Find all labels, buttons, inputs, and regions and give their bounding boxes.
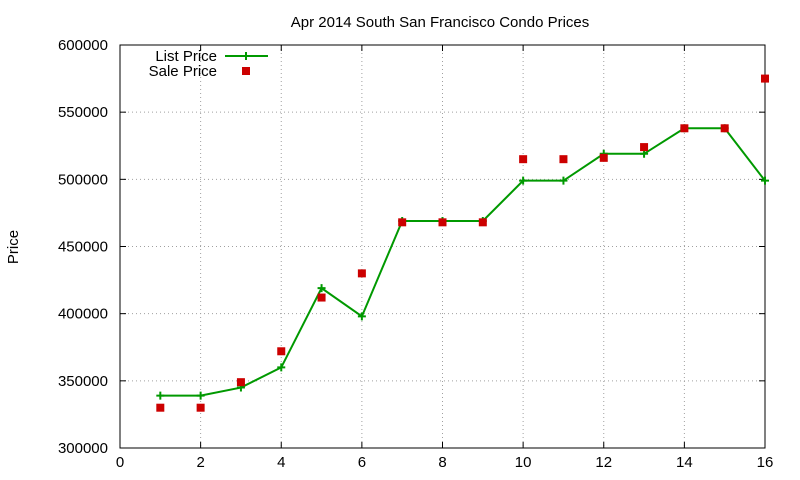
sale-price-point <box>277 347 286 356</box>
legend-label-sale-price: Sale Price <box>149 63 217 80</box>
grid <box>120 45 765 448</box>
sale-price-point <box>156 403 165 412</box>
list-price-line <box>160 127 766 397</box>
y-tick-label: 450000 <box>58 239 108 256</box>
series <box>156 74 769 412</box>
sale-price-point <box>519 155 528 164</box>
list-price-point <box>357 312 366 321</box>
y-axis-label: Price <box>5 230 22 264</box>
y-tick-label: 300000 <box>58 440 108 457</box>
x-tick-label: 8 <box>438 454 446 471</box>
list-price-point <box>277 363 286 372</box>
sale-price-point <box>317 293 326 302</box>
list-price-point <box>519 176 528 185</box>
chart-title: Apr 2014 South San Francisco Condo Price… <box>291 14 590 31</box>
list-price-point <box>317 284 326 293</box>
sale-price-point <box>680 124 689 133</box>
sale-price-point <box>398 218 407 227</box>
sale-price-point <box>357 269 366 278</box>
y-tick-label: 600000 <box>58 37 108 54</box>
sale-price-point <box>438 218 447 227</box>
x-tick-label: 10 <box>515 454 532 471</box>
sale-price-point <box>640 143 649 152</box>
list-price-point <box>156 391 165 400</box>
y-tick-label: 500000 <box>58 171 108 188</box>
y-tick-label: 400000 <box>58 306 108 323</box>
x-tick-label: 4 <box>277 454 285 471</box>
axis-ticks: 0 2 4 6 8 10 12 14 16 300000 350000 400000 450000 500… <box>58 37 773 471</box>
legend-label-list-price: List Price <box>155 48 217 65</box>
legend-marker-list-price <box>242 52 250 60</box>
list-price-point <box>761 176 769 185</box>
sale-price-point <box>720 124 729 133</box>
x-tick-label: 14 <box>676 454 693 471</box>
sale-price-point <box>761 74 769 83</box>
sale-price-point <box>559 155 568 164</box>
list-price-point <box>559 176 568 185</box>
list-price-point <box>196 391 205 400</box>
x-tick-label: 2 <box>196 454 204 471</box>
list-price-point <box>640 149 649 158</box>
sale-price-point <box>196 403 205 412</box>
sale-price-point <box>478 218 487 227</box>
y-tick-label: 550000 <box>58 104 108 121</box>
x-tick-label: 6 <box>358 454 366 471</box>
x-tick-label: 12 <box>595 454 612 471</box>
x-tick-label: 16 <box>757 454 774 471</box>
sale-price-point <box>236 378 245 387</box>
sale-price-point <box>599 153 608 162</box>
y-tick-label: 350000 <box>58 373 108 390</box>
legend: List Price Sale Price <box>149 48 268 80</box>
legend-marker-sale-price <box>242 67 250 75</box>
x-tick-label: 0 <box>116 454 124 471</box>
plot-border <box>119 44 766 449</box>
